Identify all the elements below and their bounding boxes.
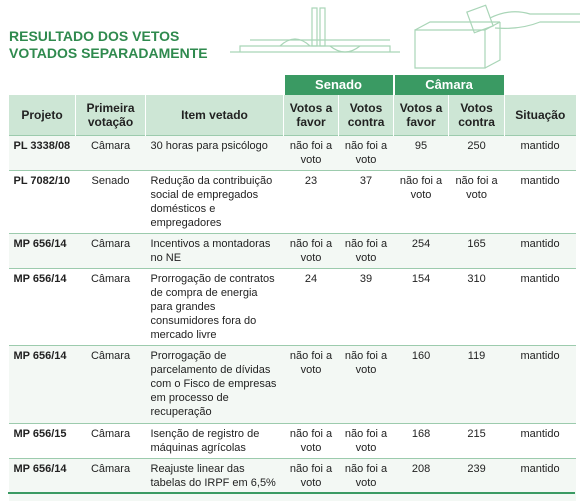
- column-header: Item vetado: [144, 95, 284, 136]
- table-cell: Reajuste linear das tabelas do IRPF em 6…: [145, 458, 284, 501]
- table-cell: não foi a voto: [448, 170, 505, 234]
- table-cell: 168: [393, 423, 449, 459]
- group-header: Senado: [282, 75, 395, 95]
- table-cell: não foi a voto: [283, 345, 339, 424]
- title: RESULTADO DOS VETOS VOTADOS SEPARADAMENT…: [9, 28, 208, 62]
- column-header: Votos contra: [448, 95, 505, 136]
- table-cell: MP 656/14: [8, 458, 76, 501]
- title-line: VOTADOS SEPARADAMENTE: [9, 45, 208, 61]
- table-cell: 160: [393, 345, 449, 424]
- column-header: Votos a favor: [393, 95, 449, 136]
- table-cell: não foi a voto: [283, 233, 339, 269]
- table-cell: Câmara: [75, 135, 146, 171]
- column-header: Votos a favor: [283, 95, 339, 136]
- table-cell: 239: [448, 458, 505, 501]
- table-cell: 39: [338, 268, 394, 346]
- column-header: Votos contra: [338, 95, 394, 136]
- table-cell: mantido: [504, 345, 576, 424]
- table-cell: PL 7082/10: [8, 170, 76, 234]
- table-cell: 250: [448, 135, 505, 171]
- table-row: MP 656/15 Câmara Isenção de registro de má…: [8, 423, 576, 459]
- column-header: Projeto: [8, 95, 76, 136]
- votes-table: Senado Câmara Projeto Primeira votação Item…: [8, 75, 576, 501]
- column-header: Primeira votação: [75, 95, 146, 136]
- table-row: MP 656/14 Câmara Reajuste linear das tabel…: [8, 458, 576, 501]
- table-cell: Câmara: [75, 458, 146, 501]
- table-cell: PL 3338/08: [8, 135, 76, 171]
- table-cell: não foi a voto: [393, 170, 449, 234]
- table-cell: Redução da contribuição social de empreg…: [145, 170, 284, 234]
- table-cell: 24: [283, 268, 339, 346]
- table-cell: 254: [393, 233, 449, 269]
- table-cell: Incentivos a montadoras no NE: [145, 233, 284, 269]
- table-cell: Câmara: [75, 268, 146, 346]
- table-cell: Isenção de registro de máquinas agrícola…: [145, 423, 284, 459]
- table-cell: Câmara: [75, 423, 146, 459]
- table-cell: mantido: [504, 268, 576, 346]
- table-row: PL 7082/10 Senado Redução da contribuição …: [8, 170, 576, 234]
- illustration: [230, 4, 580, 69]
- table-row: PL 3338/08 Câmara 30 horas para psicólogo n…: [8, 135, 576, 171]
- table-cell: não foi a voto: [338, 458, 394, 501]
- table-cell: 310: [448, 268, 505, 346]
- table-cell: Câmara: [75, 233, 146, 269]
- table-cell: mantido: [504, 170, 576, 234]
- table-cell: 23: [283, 170, 339, 234]
- table-cell: 119: [448, 345, 505, 424]
- table-row: MP 656/14 Câmara Prorrogação de contratos …: [8, 268, 576, 346]
- table-cell: 215: [448, 423, 505, 459]
- table-cell: MP 656/14: [8, 233, 76, 269]
- table-cell: 37: [338, 170, 394, 234]
- column-header: Situação: [504, 95, 576, 136]
- table-cell: Senado: [75, 170, 146, 234]
- table-cell: MP 656/15: [8, 423, 76, 459]
- table-cell: não foi a voto: [338, 135, 394, 171]
- table-cell: MP 656/14: [8, 345, 76, 424]
- table-cell: não foi a voto: [338, 233, 394, 269]
- table-cell: mantido: [504, 458, 576, 501]
- table-cell: 95: [393, 135, 449, 171]
- table-cell: não foi a voto: [338, 345, 394, 424]
- table-cell: Câmara: [75, 345, 146, 424]
- table-cell: 154: [393, 268, 449, 346]
- table-row: MP 656/14 Câmara Incentivos a montadoras n…: [8, 233, 576, 269]
- table-cell: mantido: [504, 233, 576, 269]
- table-cell: mantido: [504, 423, 576, 459]
- table-row: MP 656/14 Câmara Prorrogação de parcelamen…: [8, 345, 576, 424]
- table-cell: 30 horas para psicólogo: [145, 135, 284, 171]
- table-cell: não foi a voto: [283, 135, 339, 171]
- table-cell: mantido: [504, 135, 576, 171]
- group-header: Câmara: [392, 75, 506, 95]
- table-cell: não foi a voto: [283, 458, 339, 501]
- table-cell: Prorrogação de parcelamento de dívidas c…: [145, 345, 284, 424]
- table-cell: 165: [448, 233, 505, 269]
- table-cell: Prorrogação de contratos de compra de en…: [145, 268, 284, 346]
- title-line: RESULTADO DOS VETOS: [9, 28, 180, 44]
- table-cell: 208: [393, 458, 449, 501]
- bottom-rule: [8, 492, 575, 494]
- table-cell: não foi a voto: [283, 423, 339, 459]
- table-cell: MP 656/14: [8, 268, 76, 346]
- table-cell: não foi a voto: [338, 423, 394, 459]
